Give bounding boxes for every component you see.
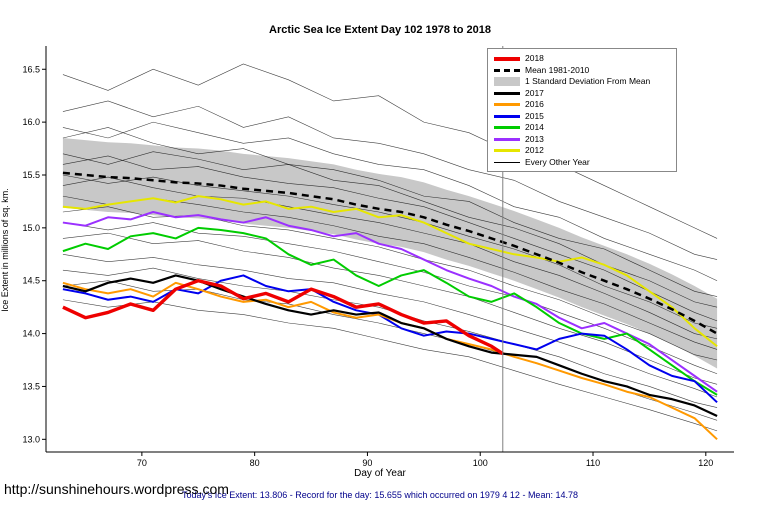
- legend-swatch: [494, 114, 520, 118]
- year-line-other-9: [62, 206, 718, 361]
- series-mean-1981-2010: [62, 171, 718, 335]
- x-tick-label: 120: [698, 458, 713, 468]
- legend-label: Mean 1981-2010: [525, 64, 590, 75]
- year-line-other-10: [62, 222, 718, 375]
- series-2018: [62, 279, 504, 356]
- y-tick-label: 14.5: [22, 276, 40, 286]
- footer-url-link[interactable]: http://sunshinehours.wordpress.com: [4, 481, 229, 497]
- legend-swatch: [494, 103, 520, 107]
- y-tick-label: 14.0: [22, 329, 40, 339]
- legend-item-2012: 2012: [494, 145, 670, 157]
- year-line-other-2: [62, 121, 718, 281]
- y-tick-label: 16.5: [22, 64, 40, 74]
- legend-label: 2018: [525, 53, 544, 63]
- chart-title: Arctic Sea Ice Extent Day 102 1978 to 20…: [269, 24, 491, 36]
- legend-label: 1 Standard Deviation From Mean: [525, 76, 651, 86]
- y-tick-label: 15.0: [22, 223, 40, 233]
- year-line-other-15: [62, 299, 718, 432]
- today-extent-caption: Today's Ice Extent: 13.806 - Record for …: [182, 490, 578, 500]
- x-tick-label: 100: [473, 458, 488, 468]
- legend-label: 2014: [525, 122, 544, 132]
- legend-swatch: [494, 126, 520, 130]
- legend-label: 2015: [525, 110, 544, 121]
- year-line-other-7: [62, 176, 718, 340]
- x-tick-label: 70: [137, 458, 147, 468]
- legend-swatch: [494, 137, 520, 141]
- year-line-other-5: [62, 155, 718, 322]
- year-line-other-8: [62, 195, 718, 350]
- legend: 2018 Mean 1981-2010 1 Standard Deviation F…: [487, 48, 677, 172]
- legend-label: Every Other Year: [525, 156, 590, 167]
- year-line-other-3: [62, 127, 718, 297]
- legend-swatch: [494, 56, 520, 61]
- legend-item-2015: 2015: [494, 111, 670, 123]
- x-tick-label: 90: [362, 458, 372, 468]
- year-line-other-4: [62, 151, 718, 308]
- year-line-other-1: [62, 100, 718, 260]
- chart-svg: 70 80 90 100 110 120 13.0 13.5 14.0 14.5 15.0 15.5 1…: [22, 46, 734, 468]
- y-tick-label: 13.0: [22, 434, 40, 444]
- year-line-other-0: [62, 63, 718, 239]
- year-line-other-11: [62, 232, 718, 385]
- legend-label: 2016: [525, 99, 544, 109]
- legend-label: 2017: [525, 87, 544, 98]
- legend-item-2016: 2016: [494, 99, 670, 111]
- legend-item-1-standard-deviation-from-mean: 1 Standard Deviation From Mean: [494, 76, 670, 88]
- x-axis-label: Day of Year: [354, 468, 406, 479]
- legend-item-2018: 2018: [494, 53, 670, 65]
- legend-swatch: [494, 68, 520, 72]
- legend-item-2017: 2017: [494, 88, 670, 100]
- y-tick-label: 15.5: [22, 170, 40, 180]
- year-line-other-12: [62, 253, 718, 398]
- y-tick-label: 13.5: [22, 381, 40, 391]
- legend-swatch: [494, 161, 520, 163]
- legend-item-every-other-year: Every Other Year: [494, 157, 670, 169]
- legend-label: 2013: [525, 133, 544, 144]
- legend-item-2013: 2013: [494, 134, 670, 146]
- x-tick-label: 80: [250, 458, 260, 468]
- std-dev-band: [62, 137, 718, 369]
- y-axis-label: Ice Extent in millions of sq. km.: [0, 188, 10, 312]
- series-2013: [62, 210, 718, 393]
- legend-item-2014: 2014: [494, 122, 670, 134]
- x-tick-label: 110: [586, 458, 600, 468]
- series-2017: [62, 274, 718, 418]
- legend-label: 2012: [525, 145, 544, 155]
- y-tick-label: 16.0: [22, 117, 40, 127]
- legend-swatch: [494, 91, 520, 95]
- legend-swatch: [494, 149, 520, 153]
- series-2012: [62, 195, 718, 348]
- legend-swatch: [494, 77, 520, 87]
- legend-item-mean-1981-2010: Mean 1981-2010: [494, 65, 670, 77]
